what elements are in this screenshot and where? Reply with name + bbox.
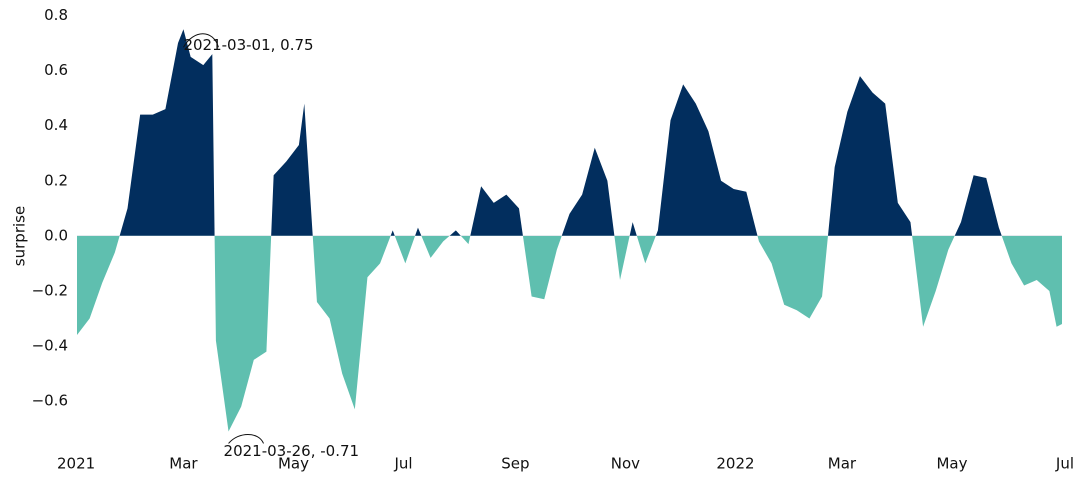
y-tick-label: 0.4 bbox=[44, 116, 68, 134]
y-tick-label: −0.2 bbox=[32, 281, 68, 299]
annotation: 2021-03-26, -0.71 bbox=[224, 442, 360, 460]
x-tick-label: May bbox=[936, 455, 967, 473]
annotation-connector bbox=[228, 433, 264, 444]
x-tick-label: May bbox=[278, 455, 309, 473]
x-tick-label: 2022 bbox=[716, 455, 754, 473]
x-tick-label: Mar bbox=[828, 455, 857, 473]
x-tick-label: Mar bbox=[169, 455, 198, 473]
y-tick-label: 0.2 bbox=[44, 171, 68, 189]
y-tick-label: 0.0 bbox=[44, 226, 68, 244]
x-tick-label: Nov bbox=[611, 455, 640, 473]
positive-area bbox=[119, 29, 1002, 236]
x-tick-label: Jul bbox=[393, 455, 412, 473]
y-tick-label: −0.4 bbox=[32, 337, 68, 355]
negative-area bbox=[77, 235, 1062, 432]
y-tick-label: −0.6 bbox=[32, 392, 68, 410]
x-tick-label: 2021 bbox=[57, 455, 95, 473]
annotation: 2021-03-01, 0.75 bbox=[183, 36, 313, 54]
annotation-connector bbox=[183, 33, 219, 48]
y-tick-label: 0.8 bbox=[44, 6, 68, 24]
x-tick-label: Jul bbox=[1055, 455, 1074, 473]
x-tick-label: Sep bbox=[501, 455, 529, 473]
y-tick-label: 0.6 bbox=[44, 61, 68, 79]
y-axis-label: surprise bbox=[11, 206, 29, 266]
